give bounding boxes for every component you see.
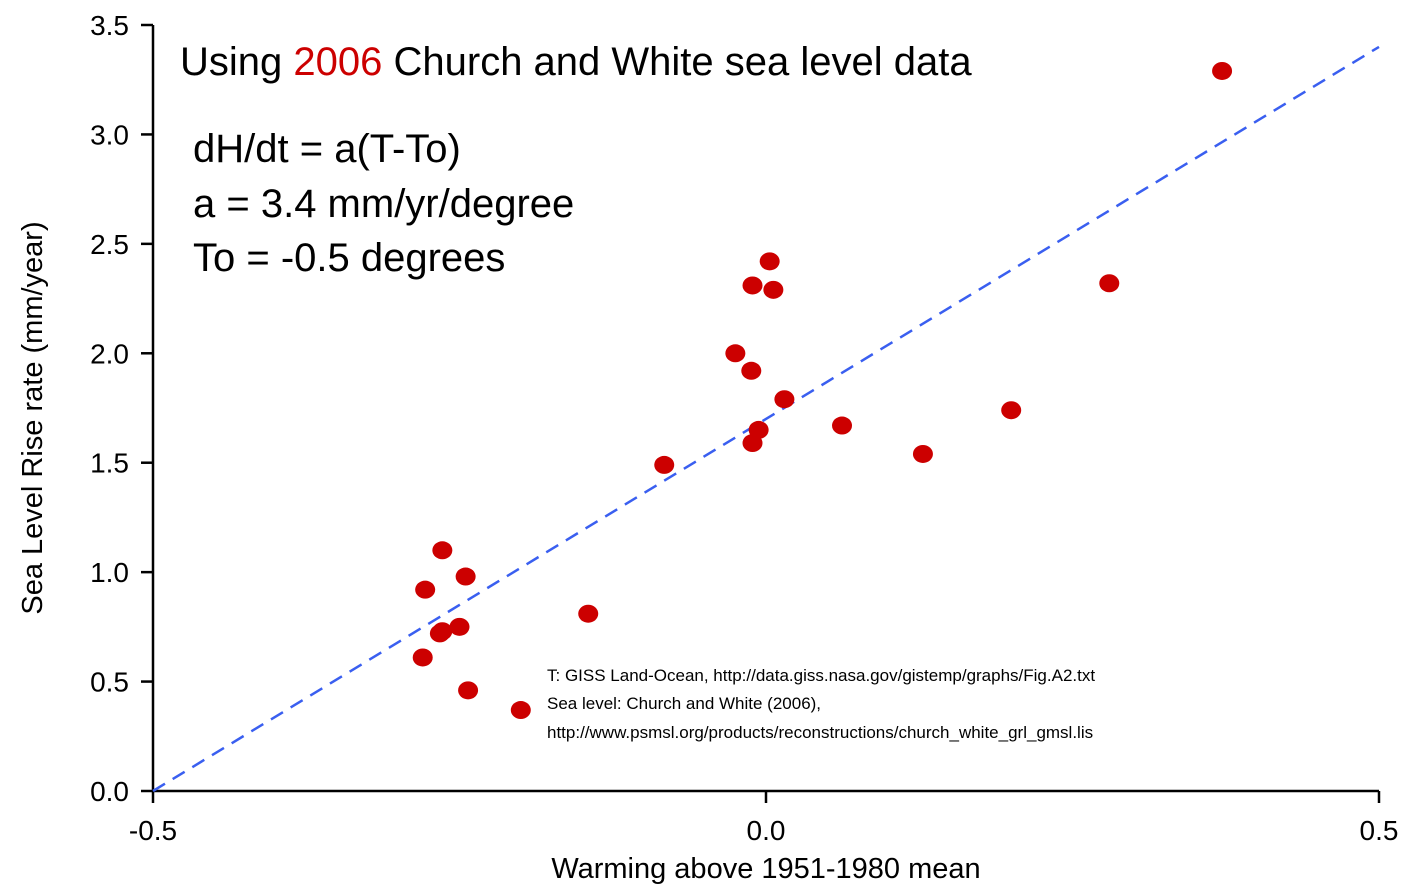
data-point	[458, 681, 479, 700]
x-axis-title: Warming above 1951-1980 mean	[551, 853, 980, 885]
data-point	[774, 390, 795, 409]
y-tick-label: 3.0	[90, 119, 129, 150]
source-note: http://www.psmsl.org/products/reconstruc…	[547, 723, 1093, 742]
data-point	[412, 648, 433, 667]
data-point	[415, 580, 436, 599]
x-tick-label: 0.5	[1360, 815, 1399, 846]
data-point	[455, 567, 476, 586]
x-tick-label: 0.0	[747, 815, 786, 846]
y-tick-label: 1.5	[90, 448, 129, 479]
data-point	[1212, 61, 1233, 80]
equation-line: dH/dt = a(T-To)	[193, 127, 461, 171]
data-point	[741, 361, 762, 380]
data-point	[432, 541, 453, 560]
title-part: Using	[180, 40, 293, 84]
data-point	[763, 280, 784, 299]
equation-line: a = 3.4 mm/yr/degree	[193, 182, 574, 226]
y-tick-label: 1.0	[90, 557, 129, 588]
y-axis-title: Sea Level Rise rate (mm/year)	[17, 221, 49, 614]
data-point	[510, 701, 531, 720]
data-point	[1099, 274, 1120, 293]
fit-line	[152, 45, 1380, 793]
data-point	[432, 622, 453, 641]
data-points	[412, 61, 1233, 720]
source-note: T: GISS Land-Ocean, http://data.giss.nas…	[547, 666, 1095, 685]
title-year: 2006	[293, 40, 382, 84]
data-point	[912, 444, 933, 463]
y-tick-label: 2.0	[90, 338, 129, 369]
fit-line-group	[152, 45, 1380, 793]
y-tick-label: 0.5	[90, 667, 129, 698]
data-point	[1001, 401, 1022, 420]
data-point	[742, 276, 763, 295]
y-tick-label: 2.5	[90, 229, 129, 260]
data-point	[449, 617, 470, 636]
axes: 0.00.51.01.52.02.53.03.5-0.5 0.0 0.5	[90, 10, 1398, 846]
y-tick-label: 0.0	[90, 776, 129, 807]
y-tick-label: 3.5	[90, 10, 129, 41]
data-point	[759, 252, 780, 271]
data-point	[578, 604, 599, 623]
title-part: Church and White sea level data	[382, 40, 972, 84]
data-point	[654, 455, 675, 474]
chart-title: Using 2006 Church and White sea level da…	[180, 40, 972, 84]
data-point	[832, 416, 853, 435]
data-point	[725, 344, 746, 363]
x-tick-label: -0.5	[129, 815, 177, 846]
chart-labels: Using 2006 Church and White sea level da…	[17, 40, 1095, 885]
data-point	[748, 420, 769, 439]
source-note: Sea level: Church and White (2006),	[547, 694, 821, 713]
equation-line: To = -0.5 degrees	[193, 236, 505, 280]
